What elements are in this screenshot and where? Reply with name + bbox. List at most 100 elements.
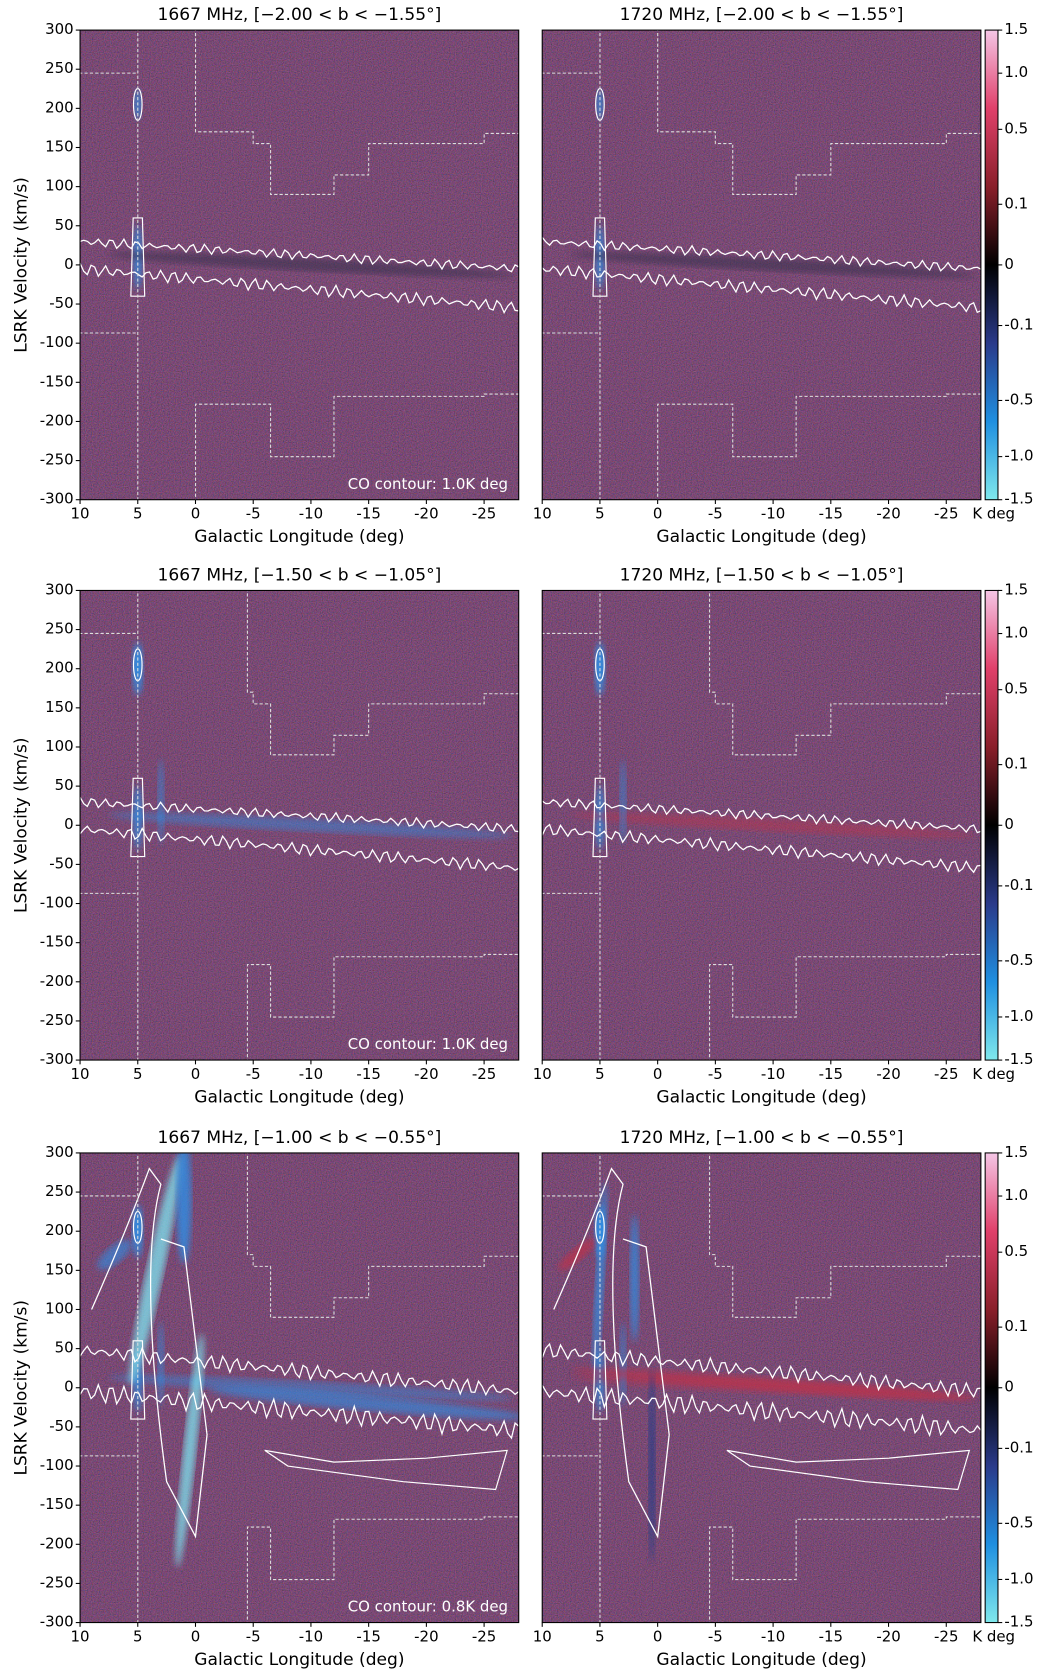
x-tick-label: -25	[934, 1628, 958, 1646]
co-contour	[592, 1340, 608, 1420]
colorbar-tick-label: 1.0	[1004, 624, 1028, 642]
x-tick-label: 0	[653, 505, 663, 523]
colorbar-tick-label: -1.0	[1004, 447, 1033, 465]
co-contour	[80, 237, 519, 273]
x-tick-label: -5	[708, 1628, 723, 1646]
y-tick-label: 250	[45, 620, 74, 638]
panel-title: 1720 MHz, [−1.00 < b < −0.55°]	[620, 1128, 904, 1148]
y-axis-label: LSRK Velocity (km/s)	[11, 1300, 31, 1476]
co-contour	[542, 236, 981, 272]
y-tick-label: 100	[45, 737, 74, 755]
emission-feature	[129, 1155, 181, 1386]
y-tick-label: -100	[40, 894, 74, 912]
colorbar-tick-label: 1.5	[1004, 1143, 1028, 1161]
axes-frame	[541, 1152, 982, 1624]
emission-feature	[570, 812, 976, 838]
x-tick-label: -25	[934, 1065, 958, 1083]
x-tick-label: -15	[356, 1628, 380, 1646]
x-tick-label: -5	[708, 1065, 723, 1083]
x-tick-label: -10	[761, 505, 785, 523]
annotation: CO contour: 1.0K deg	[348, 1035, 508, 1053]
x-tick-label: -5	[246, 505, 261, 523]
emission-feature	[157, 1321, 165, 1407]
co-contour	[553, 1167, 670, 1539]
x-tick-label: -10	[299, 1628, 323, 1646]
boundary-line	[195, 30, 519, 195]
co-contour	[592, 217, 608, 297]
y-tick-label: -150	[40, 1495, 74, 1513]
heatmap-image	[80, 590, 519, 1061]
co-contour	[91, 1167, 208, 1539]
emission-feature	[175, 1333, 204, 1568]
x-tick-label: -15	[819, 1628, 843, 1646]
y-tick-label: -250	[40, 451, 74, 469]
emission-feature	[108, 252, 514, 278]
y-tick-label: -250	[40, 1573, 74, 1591]
emission-feature	[648, 1369, 656, 1563]
emission-feature	[570, 252, 976, 278]
panel-title: 1667 MHz, [−2.00 < b < −1.55°]	[158, 5, 442, 25]
co-contour	[542, 823, 981, 874]
x-tick-label: -10	[761, 1628, 785, 1646]
x-tick-label: 0	[191, 505, 201, 523]
heatmap-image	[542, 1152, 981, 1623]
x-tick-label: -5	[246, 1628, 261, 1646]
y-tick-label: -200	[40, 411, 74, 429]
x-tick-label: -20	[414, 1065, 438, 1083]
x-tick-label: -15	[819, 505, 843, 523]
heatmap-image	[80, 1152, 519, 1623]
x-tick-label: 10	[533, 1065, 552, 1083]
x-tick-label: -15	[356, 505, 380, 523]
y-tick-label: -250	[40, 1011, 74, 1029]
x-tick-label: 5	[133, 1628, 143, 1646]
y-tick-label: -300	[40, 1050, 74, 1068]
y-tick-label: -200	[40, 972, 74, 990]
colorbar-tick-label: -0.5	[1004, 951, 1033, 969]
y-tick-label: -150	[40, 372, 74, 390]
colorbar-tick-label: 0	[1004, 1378, 1014, 1396]
colorbar-tick-label: -0.1	[1004, 316, 1033, 334]
emission-feature	[630, 1214, 639, 1343]
colorbar-tick-label: -0.5	[1004, 1513, 1033, 1531]
boundary-line	[246, 590, 519, 756]
co-contour	[80, 1382, 519, 1440]
co-contour	[264, 1449, 508, 1491]
x-tick-label: -20	[876, 1065, 900, 1083]
colorbar-tick-label: 1.0	[1004, 63, 1028, 81]
panel: 1667 MHz, [−2.00 < b < −1.55°]10 5 0 -5 -10-…	[11, 5, 520, 547]
colorbar-tick-label: 0.5	[1004, 1242, 1028, 1260]
y-tick-label: 150	[45, 698, 74, 716]
colorbar-tick-label: 0.5	[1004, 119, 1028, 137]
x-tick-label: -10	[761, 1065, 785, 1083]
y-axis-label: LSRK Velocity (km/s)	[11, 737, 31, 913]
x-tick-label: -15	[356, 1065, 380, 1083]
x-tick-label: -20	[876, 1628, 900, 1646]
y-tick-label: -50	[49, 854, 73, 872]
boundary-line	[195, 393, 519, 500]
emission-feature	[108, 1375, 514, 1401]
y-tick-label: -50	[49, 294, 73, 312]
axes-frame	[541, 589, 982, 1061]
colorbar-tick-label: 0.5	[1004, 680, 1028, 698]
panel: 1720 MHz, [−2.00 < b < −1.55°] 10 5 0 -5 -10 -…	[533, 5, 1034, 547]
colorbar-tick-label: 0.1	[1004, 755, 1028, 773]
annotation: CO contour: 1.0K deg	[348, 475, 508, 493]
co-contour	[542, 264, 981, 314]
panel: 1667 MHz, [−1.00 < b < −0.55°]10 5 0 -5 -10-…	[11, 1128, 520, 1670]
x-tick-label: -25	[472, 1065, 496, 1083]
boundary-line	[246, 1516, 519, 1623]
x-tick-label: -25	[934, 505, 958, 523]
y-tick-label: -300	[40, 490, 74, 508]
co-contour	[726, 1449, 971, 1491]
panel-title: 1720 MHz, [−1.50 < b < −1.05°]	[620, 566, 904, 586]
x-tick-label: 0	[191, 1065, 201, 1083]
x-tick-label: 5	[595, 1628, 605, 1646]
y-tick-label: 50	[55, 1339, 74, 1357]
co-contour	[542, 1384, 981, 1438]
x-axis-label: Galactic Longitude (deg)	[194, 1087, 404, 1107]
colorbar-tick-label: 0	[1004, 815, 1014, 833]
y-tick-label: 300	[45, 20, 74, 38]
y-tick-label: 200	[45, 98, 74, 116]
y-tick-label: 100	[45, 177, 74, 195]
